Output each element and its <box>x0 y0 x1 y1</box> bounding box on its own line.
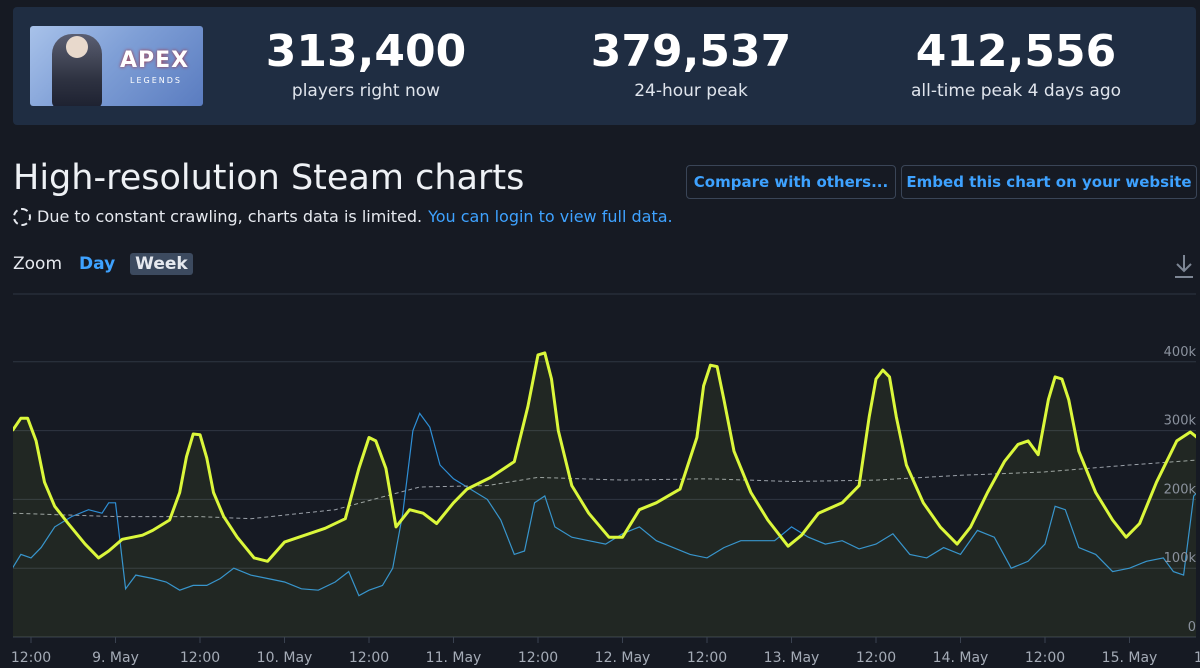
players-series-area <box>13 352 1196 637</box>
stat-24h-peak: 379,537 24-hour peak <box>561 25 821 103</box>
x-tick-label: 14. May <box>933 650 989 666</box>
x-tick-label: 9. May <box>92 650 139 666</box>
logo-word: APEX <box>120 48 190 73</box>
x-tick-label: 12:00 <box>687 650 727 666</box>
series-layer <box>13 351 1196 637</box>
stat-label: all-time peak 4 days ago <box>910 81 1122 101</box>
zoom-day-button[interactable]: Day <box>79 254 116 274</box>
stat-current-players: 313,400 players right now <box>236 25 496 103</box>
x-tick-label: 11. May <box>426 650 482 666</box>
x-tick-label: 12:00 <box>856 650 896 666</box>
stats-bar: APEX LEGENDS 313,400 players right now 3… <box>13 7 1196 125</box>
y-tick-label: 0 <box>1188 620 1196 635</box>
twitch-viewers-series-line <box>13 412 1196 597</box>
x-tick-label: 12:00 <box>1194 650 1200 666</box>
players-series-line <box>13 351 1196 563</box>
zoom-controls: Zoom Day Week <box>13 253 193 275</box>
embed-chart-button[interactable]: Embed this chart on your website <box>901 165 1197 199</box>
x-tick-label: 13. May <box>764 650 820 666</box>
y-tick-label: 400k <box>1164 345 1197 360</box>
zoom-label: Zoom <box>13 254 63 274</box>
y-axis-ticks: 0 100k 200k 300k 400k <box>1164 345 1197 635</box>
x-tick-label: 12. May <box>595 650 651 666</box>
dashed-circle-icon <box>13 207 31 226</box>
zoom-week-button[interactable]: Week <box>130 253 193 275</box>
game-logo[interactable]: APEX LEGENDS <box>30 26 203 106</box>
x-tick-label: 12:00 <box>11 650 51 666</box>
notice-text: Due to constant crawling, charts data is… <box>37 207 423 226</box>
y-tick-label: 200k <box>1164 482 1197 497</box>
stat-all-time-peak: 412,556 all-time peak 4 days ago <box>886 25 1146 103</box>
moving-average-series-line <box>13 459 1196 520</box>
page-title: High-resolution Steam charts <box>13 158 525 198</box>
stat-value: 412,556 <box>915 26 1117 77</box>
compare-button[interactable]: Compare with others... <box>686 165 896 199</box>
y-tick-label: 100k <box>1164 551 1197 566</box>
grid-lines <box>13 293 1196 638</box>
x-tick-label: 12:00 <box>518 650 558 666</box>
stat-value: 379,537 <box>590 26 792 77</box>
login-link[interactable]: You can login to view full data. <box>428 207 673 226</box>
stat-label: 24-hour peak <box>634 81 748 101</box>
stat-label: players right now <box>291 81 441 101</box>
data-limited-notice: Due to constant crawling, charts data is… <box>13 207 673 226</box>
logo-subtext: LEGENDS <box>130 76 182 85</box>
x-tick-label: 12:00 <box>180 650 220 666</box>
x-tick-label: 12:00 <box>349 650 389 666</box>
x-tick-label: 15. May <box>1102 650 1158 666</box>
x-tick-label: 12:00 <box>1025 650 1065 666</box>
stat-value: 313,400 <box>265 26 467 77</box>
download-icon[interactable] <box>1173 253 1195 279</box>
y-tick-label: 300k <box>1164 414 1197 429</box>
x-axis-ticks: 12:00 9. May 12:00 10. May 12:00 11. May 12:00… <box>11 637 1200 666</box>
x-tick-label: 10. May <box>257 650 313 666</box>
logo-character-head <box>66 36 88 58</box>
